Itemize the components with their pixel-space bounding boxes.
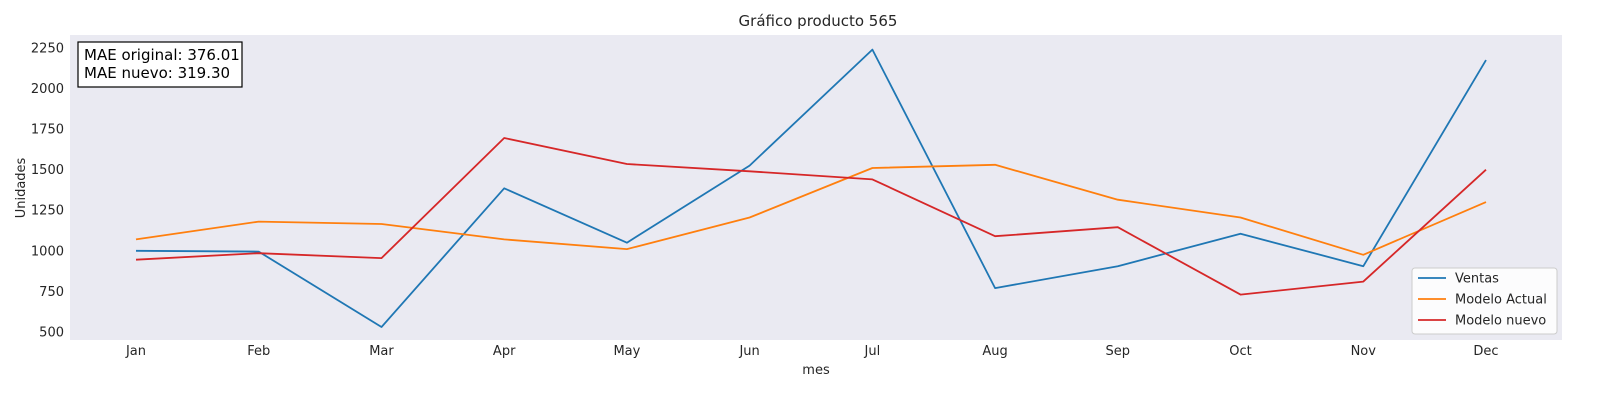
y-tick-label: 1750 <box>31 123 64 138</box>
series-line-ventas <box>135 48 1487 328</box>
plot-area <box>70 35 1562 340</box>
y-tick-label: 2250 <box>31 41 64 56</box>
y-tick-label: 2000 <box>31 82 64 97</box>
legend-label: Modelo nuevo <box>1455 314 1546 329</box>
x-axis-ticks: Jan Feb Mar Apr May Jun Jul Aug Sep Oct Nov Dec <box>125 344 1499 359</box>
y-tick-label: 750 <box>39 285 64 300</box>
x-tick-label: Feb <box>247 344 270 359</box>
x-tick-label: Dec <box>1473 344 1498 359</box>
x-axis-label: mes <box>802 363 830 378</box>
annotation-frame <box>77 41 243 88</box>
x-tick-label: Nov <box>1351 344 1377 359</box>
legend-label: Modelo Actual <box>1455 293 1547 308</box>
series-line-modelo-nuevo <box>135 137 1487 296</box>
x-tick-label: Mar <box>369 344 394 359</box>
x-tick-label: Jun <box>738 344 759 359</box>
series-line-modelo-actual <box>135 163 1487 256</box>
x-tick-label: Jul <box>864 344 881 359</box>
annotation-line-nuevo: MAE nuevo: 319.30 <box>84 64 230 82</box>
legend: Ventas Modelo Actual Modelo nuevo <box>1411 267 1558 335</box>
annotation-line-original: MAE original: 376.01 <box>84 46 240 64</box>
y-tick-label: 500 <box>39 325 64 340</box>
legend-label: Ventas <box>1455 272 1499 287</box>
x-tick-label: Oct <box>1229 344 1251 359</box>
y-tick-label: 1500 <box>31 163 64 178</box>
x-tick-label: Jan <box>125 344 146 359</box>
y-axis-ticks: 500 750 1000 1250 1500 1750 2000 2250 <box>31 41 64 340</box>
x-tick-label: May <box>613 344 640 359</box>
legend-frame <box>1411 267 1558 335</box>
chart-title: Gráfico producto 565 <box>739 12 898 30</box>
x-tick-label: Aug <box>982 344 1007 359</box>
series-lines <box>135 48 1487 328</box>
x-tick-label: Sep <box>1106 344 1131 359</box>
y-tick-label: 1250 <box>31 204 64 219</box>
mae-annotation-box: MAE original: 376.01 MAE nuevo: 319.30 <box>77 41 243 88</box>
y-tick-label: 1000 <box>31 244 64 259</box>
x-tick-label: Apr <box>493 344 516 359</box>
y-axis-label: Unidades <box>14 157 29 218</box>
